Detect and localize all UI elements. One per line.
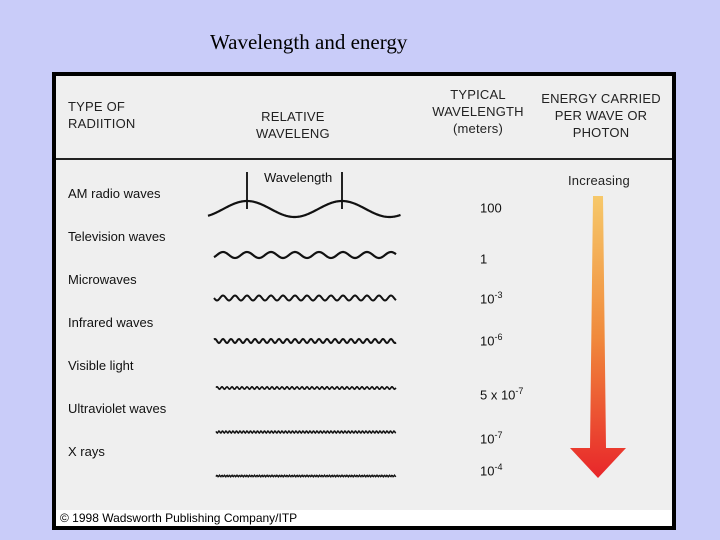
wavelength-value-infrared: 10-6	[480, 332, 503, 349]
wave-visible	[215, 385, 397, 391]
row-label-uv: Ultraviolet waves	[68, 401, 167, 416]
wave-xray	[215, 474, 397, 478]
wave-am	[207, 199, 401, 219]
row-label-visible: Visible light	[68, 358, 134, 373]
diagram-drawing: Wavelength	[207, 170, 626, 478]
copyright-bar: © 1998 Wadsworth Publishing Company/ITP	[56, 510, 672, 526]
row-label-xray: X rays	[68, 444, 105, 459]
header-typical-line3: (meters)	[453, 121, 503, 136]
header-energy-line2: PER WAVE OR	[554, 108, 648, 123]
row-label-infrared: Infrared waves	[68, 315, 154, 330]
header-type: TYPE OF RADIITION	[68, 98, 136, 132]
header-typical: TYPICAL WAVELENGTH (meters)	[428, 86, 528, 137]
header-relative-line1: RELATIVE	[261, 109, 325, 124]
wavelength-label: Wavelength	[264, 170, 332, 185]
wave-micro	[213, 294, 397, 302]
slide-title: Wavelength and energy	[210, 30, 408, 54]
wave-group	[207, 199, 401, 478]
header-energy: ENERGY CARRIED PER WAVE OR PHOTON	[534, 90, 668, 141]
wavelength-value-xray: 10-4	[480, 462, 503, 479]
wavelength-value-uv: 10-7	[480, 430, 503, 447]
row-label-tv: Television waves	[68, 229, 166, 244]
wavelength-value-tv: 1	[480, 251, 488, 267]
wave-uv	[215, 430, 397, 434]
row-label-am: AM radio waves	[68, 186, 161, 201]
wavelength-value-am: 100	[480, 200, 502, 216]
header-type-line1: TYPE OF	[68, 99, 126, 114]
header-type-line2: RADIITION	[68, 116, 136, 131]
header-relative: RELATIVE WAVELENG	[256, 108, 330, 142]
wave-tv	[213, 250, 397, 260]
figure-panel: TYPE OF RADIITION RELATIVE WAVELENG TYPI…	[56, 76, 672, 510]
header-divider	[56, 158, 672, 160]
header-energy-line3: PHOTON	[572, 125, 630, 140]
row-label-micro: Microwaves	[68, 272, 137, 287]
header-energy-line1: ENERGY CARRIED	[541, 91, 661, 106]
figure-frame: TYPE OF RADIITION RELATIVE WAVELENG TYPI…	[52, 72, 676, 530]
header-relative-line2: WAVELENG	[256, 126, 330, 141]
header-typical-line1: TYPICAL	[450, 87, 506, 102]
energy-increasing-label: Increasing	[568, 173, 630, 188]
energy-arrow	[570, 196, 626, 478]
header-typical-line2: WAVELENGTH	[432, 104, 524, 119]
wave-infrared	[213, 337, 397, 345]
wavelength-value-micro: 10-3	[480, 290, 503, 307]
wavelength-value-visible: 5 x 10-7	[480, 386, 524, 403]
